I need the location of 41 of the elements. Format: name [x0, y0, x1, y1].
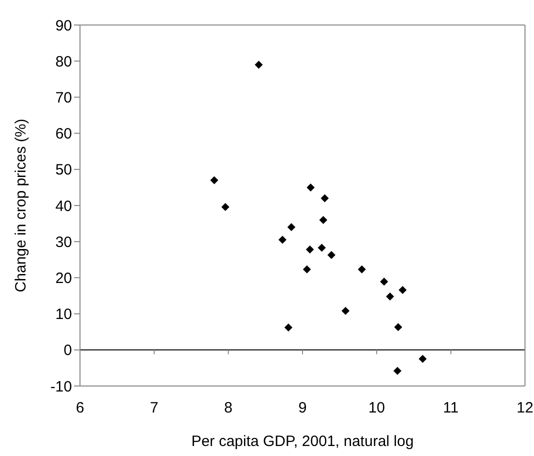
point [386, 292, 394, 300]
x-tick-label: 12 [516, 400, 534, 417]
point [394, 323, 402, 332]
point [320, 194, 329, 202]
point [210, 176, 218, 184]
y-tick-label: -10 [50, 378, 72, 396]
y-tick-label: 90 [55, 17, 72, 34]
point [306, 246, 314, 254]
y-axis-title: Change in crop prices (%) [12, 118, 30, 292]
point [221, 202, 230, 211]
x-tick-label: 7 [150, 400, 158, 417]
y-tick-label: 0 [64, 342, 72, 360]
y-tick-label: 50 [55, 162, 72, 179]
point [284, 324, 292, 332]
y-tick-label: 70 [55, 90, 72, 107]
y-tick-label: 30 [55, 234, 72, 251]
point [306, 183, 315, 192]
point [380, 278, 388, 286]
point [254, 60, 263, 69]
point [327, 250, 336, 259]
point [393, 366, 402, 375]
x-tick-label: 9 [298, 400, 307, 417]
point [358, 265, 366, 274]
point [319, 216, 328, 224]
x-tick-label: 6 [76, 400, 84, 417]
y-tick-label: 40 [55, 198, 72, 215]
point [318, 244, 326, 252]
x-tick-label: 11 [443, 400, 459, 417]
x-axis-title: Per capita GDP, 2001, natural log [191, 433, 414, 450]
y-tick-label: 20 [55, 270, 72, 288]
point [342, 306, 350, 315]
y-tick-label: 10 [55, 306, 72, 324]
point [287, 223, 296, 232]
y-tick-label: 80 [55, 53, 72, 70]
point [278, 236, 286, 244]
y-tick-label: 60 [55, 126, 72, 143]
point [398, 286, 407, 294]
x-tick-label: 8 [224, 400, 233, 417]
point [418, 354, 427, 363]
point [302, 265, 311, 274]
x-tick-label: 10 [368, 400, 386, 417]
